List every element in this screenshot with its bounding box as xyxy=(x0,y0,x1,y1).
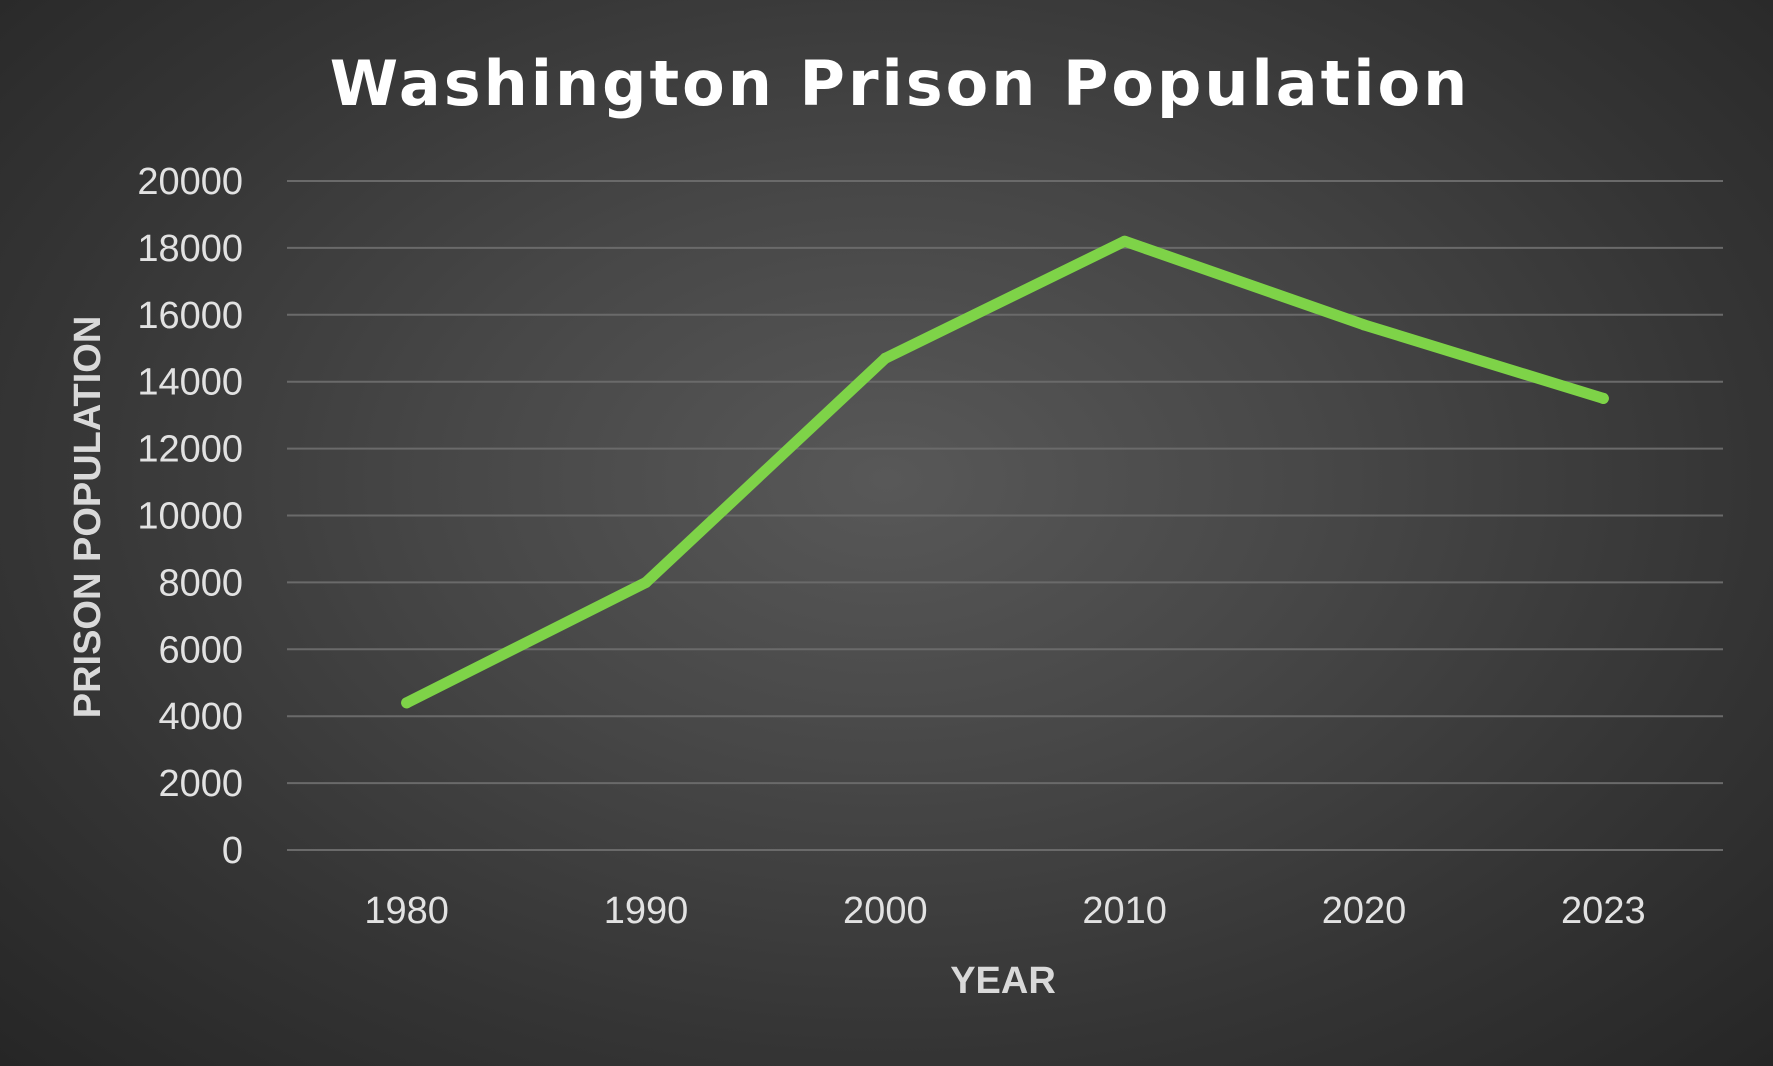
data-point xyxy=(1119,235,1131,247)
y-tick-label: 16000 xyxy=(137,295,243,337)
x-tick-label: 1990 xyxy=(604,890,689,932)
y-tick-label: 20000 xyxy=(137,161,243,203)
y-tick-label: 10000 xyxy=(137,496,243,538)
x-tick-label: 1980 xyxy=(364,890,449,932)
chart-title: Washington Prison Population xyxy=(330,47,1471,120)
y-tick-label: 18000 xyxy=(137,228,243,270)
y-tick-label: 12000 xyxy=(137,429,243,471)
x-axis-title: YEAR xyxy=(950,960,1056,1002)
data-point xyxy=(1358,319,1370,331)
x-tick-label: 2000 xyxy=(843,890,928,932)
y-tick-label: 2000 xyxy=(158,763,243,805)
series-line xyxy=(401,235,1609,709)
series-layer xyxy=(401,235,1609,709)
data-point xyxy=(879,352,891,364)
data-point xyxy=(640,576,652,588)
y-tick-label: 4000 xyxy=(158,696,243,738)
data-point xyxy=(401,697,413,709)
x-tick-label: 2023 xyxy=(1561,890,1646,932)
gridlines xyxy=(287,180,1723,851)
y-tick-label: 6000 xyxy=(158,629,243,671)
x-axis-ticks: 1980 1990 2000 2010 2020 2023 xyxy=(364,890,1645,932)
y-tick-label: 0 xyxy=(222,830,243,872)
y-axis-title: PRISON POPULATION xyxy=(67,316,109,719)
y-tick-label: 8000 xyxy=(158,562,243,604)
x-tick-label: 2020 xyxy=(1322,890,1407,932)
y-axis-ticks: 0 2000 4000 6000 8000 10000 12000 14000 16000 180… xyxy=(137,161,243,872)
data-point xyxy=(1597,392,1609,404)
x-tick-label: 2010 xyxy=(1082,890,1167,932)
y-tick-label: 14000 xyxy=(137,362,243,404)
